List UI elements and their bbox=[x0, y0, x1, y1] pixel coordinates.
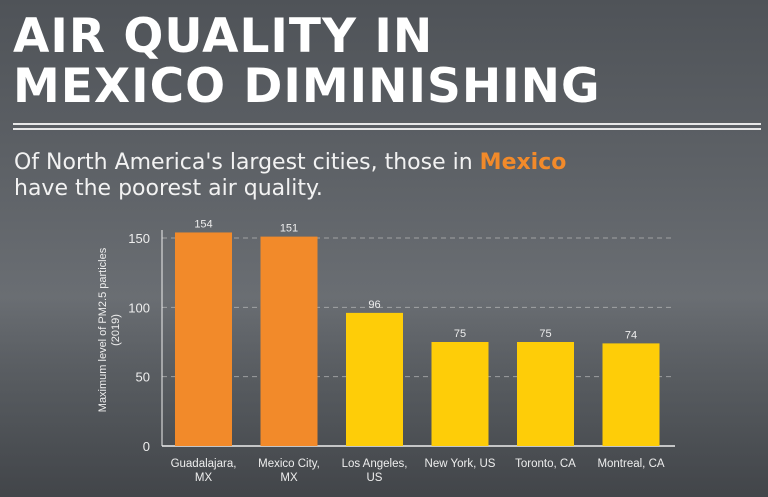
bar bbox=[431, 342, 489, 446]
y-tick-label: 150 bbox=[128, 231, 150, 246]
subtitle: Of North America's largest cities, those… bbox=[14, 150, 567, 201]
x-tick-label: Toronto, CA bbox=[515, 458, 576, 470]
page-title: AIR QUALITY IN MEXICO DIMINISHING bbox=[13, 12, 601, 112]
bar bbox=[175, 232, 232, 446]
data-label: 96 bbox=[368, 299, 380, 311]
bar bbox=[260, 236, 318, 446]
data-label: 74 bbox=[625, 329, 637, 341]
y-axis-label: Maximum level of PM2.5 particles(2019) bbox=[97, 247, 122, 412]
subtitle-accent: Mexico bbox=[479, 150, 567, 175]
x-tick-label: Guadalajara, bbox=[171, 458, 237, 470]
bar bbox=[517, 342, 574, 446]
y-tick-label: 100 bbox=[128, 300, 150, 315]
data-label: 151 bbox=[280, 223, 298, 235]
x-tick-label: MX bbox=[280, 472, 298, 484]
x-tick-label: US bbox=[367, 472, 383, 484]
data-label: 75 bbox=[454, 328, 466, 340]
data-label: 75 bbox=[539, 328, 551, 340]
y-tick-label: 50 bbox=[136, 370, 150, 385]
title-line-2: MEXICO DIMINISHING bbox=[13, 59, 601, 114]
bar bbox=[346, 312, 403, 446]
x-tick-label: New York, US bbox=[425, 458, 496, 470]
x-tick-label: Mexico City, bbox=[258, 458, 320, 470]
title-divider-top bbox=[13, 123, 761, 125]
bar bbox=[602, 343, 660, 446]
x-tick-label: Los Angeles, bbox=[342, 458, 408, 470]
y-tick-label: 0 bbox=[143, 439, 150, 454]
x-tick-label: MX bbox=[195, 472, 213, 484]
x-tick-label: Montreal, CA bbox=[597, 458, 664, 470]
title-divider-bottom bbox=[13, 128, 761, 130]
title-line-1: AIR QUALITY IN bbox=[13, 9, 434, 64]
data-label: 154 bbox=[194, 218, 212, 230]
